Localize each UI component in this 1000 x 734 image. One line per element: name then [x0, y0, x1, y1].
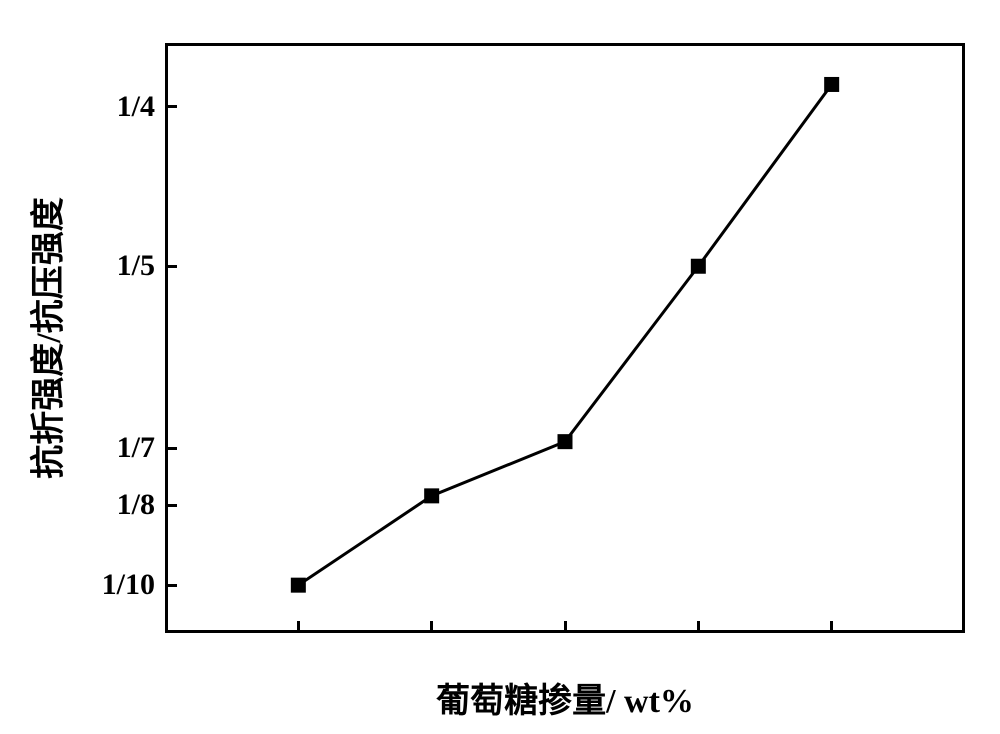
x-axis-label: 葡萄糖掺量/ wt% — [436, 673, 694, 722]
series-marker — [558, 435, 572, 449]
series-marker — [691, 259, 705, 273]
y-axis-label: 抗折强度/抗压强度 — [21, 197, 70, 478]
series-marker — [425, 489, 439, 503]
series-marker — [825, 77, 839, 91]
series-line — [298, 84, 831, 585]
series-marker — [291, 578, 305, 592]
chart-svg — [0, 0, 1000, 734]
